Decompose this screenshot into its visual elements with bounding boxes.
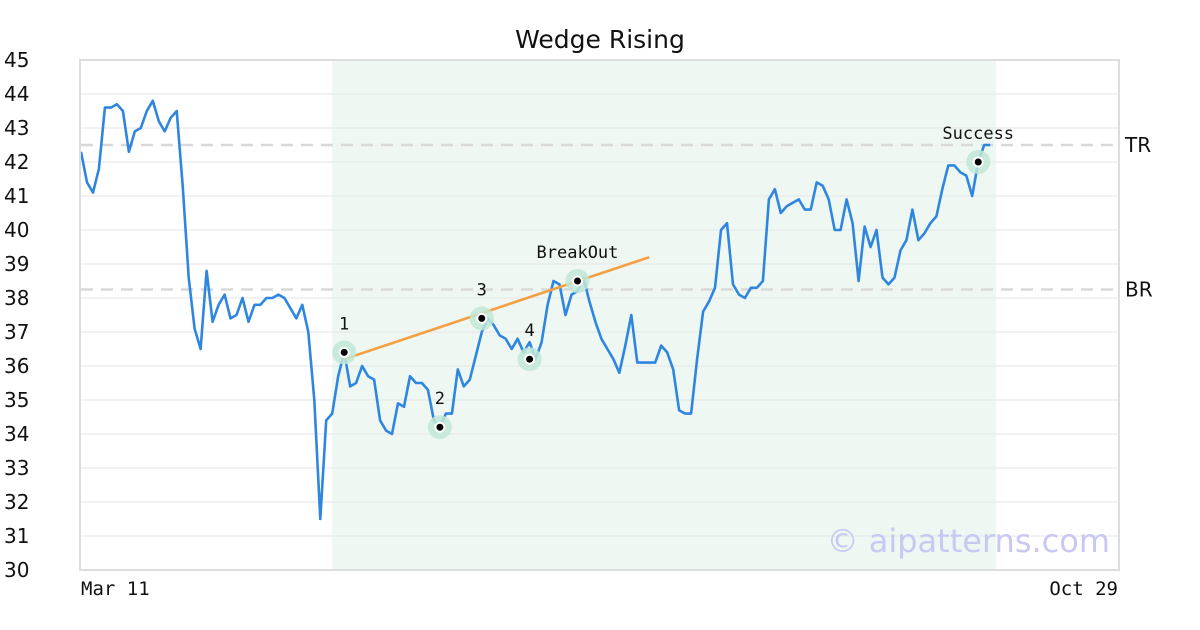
y-axis-ticks: 30 31 32 33 34 35 36 37 38 39 40 41 42 43 44 45 bbox=[4, 48, 29, 582]
reference-label-tr: TR bbox=[1124, 133, 1151, 157]
pivot-label: Success bbox=[942, 124, 1014, 144]
y-tick-label: 36 bbox=[4, 354, 29, 378]
reference-lines: TR BR bbox=[81, 133, 1153, 302]
y-tick-label: 44 bbox=[4, 82, 29, 106]
y-tick-label: 31 bbox=[4, 524, 29, 548]
y-tick-label: 32 bbox=[4, 490, 29, 514]
x-tick-start: Mar 11 bbox=[81, 578, 150, 600]
gridlines bbox=[81, 59, 1118, 571]
plot-frame bbox=[79, 59, 1120, 571]
pivot-label: 3 bbox=[477, 280, 487, 300]
pivot-dot bbox=[974, 158, 982, 166]
pivot-dot bbox=[436, 423, 444, 431]
watermark: © aipatterns.com bbox=[827, 522, 1110, 560]
pivot-label: 4 bbox=[524, 321, 534, 341]
y-tick-label: 43 bbox=[4, 116, 29, 140]
pattern-zone bbox=[332, 60, 997, 570]
pivot-dot bbox=[526, 355, 534, 363]
pivot-dot bbox=[573, 277, 581, 285]
x-tick-end: Oct 29 bbox=[1049, 578, 1118, 600]
y-tick-label: 30 bbox=[4, 558, 29, 582]
pivot-markers: 1 2 3 4 BreakOut Success bbox=[332, 124, 1014, 440]
y-tick-label: 40 bbox=[4, 218, 29, 242]
pivot-label: BreakOut bbox=[537, 243, 619, 263]
y-tick-label: 37 bbox=[4, 320, 29, 344]
reference-label-br: BR bbox=[1125, 278, 1153, 302]
y-tick-label: 38 bbox=[4, 286, 29, 310]
y-tick-label: 39 bbox=[4, 252, 29, 276]
pivot-label: 1 bbox=[339, 314, 349, 334]
pivot-dot bbox=[340, 348, 348, 356]
y-tick-label: 45 bbox=[4, 48, 29, 72]
y-tick-label: 42 bbox=[4, 150, 29, 174]
chart-title: Wedge Rising bbox=[515, 25, 685, 54]
y-tick-label: 41 bbox=[4, 184, 29, 208]
trend-line bbox=[343, 255, 650, 361]
wedge-trend-line bbox=[343, 255, 650, 361]
y-tick-label: 35 bbox=[4, 388, 29, 412]
pivot-label: 2 bbox=[435, 389, 445, 409]
shaded-region bbox=[332, 60, 997, 570]
y-tick-label: 34 bbox=[4, 422, 29, 446]
y-tick-label: 33 bbox=[4, 456, 29, 480]
pivot-dot bbox=[478, 314, 486, 322]
